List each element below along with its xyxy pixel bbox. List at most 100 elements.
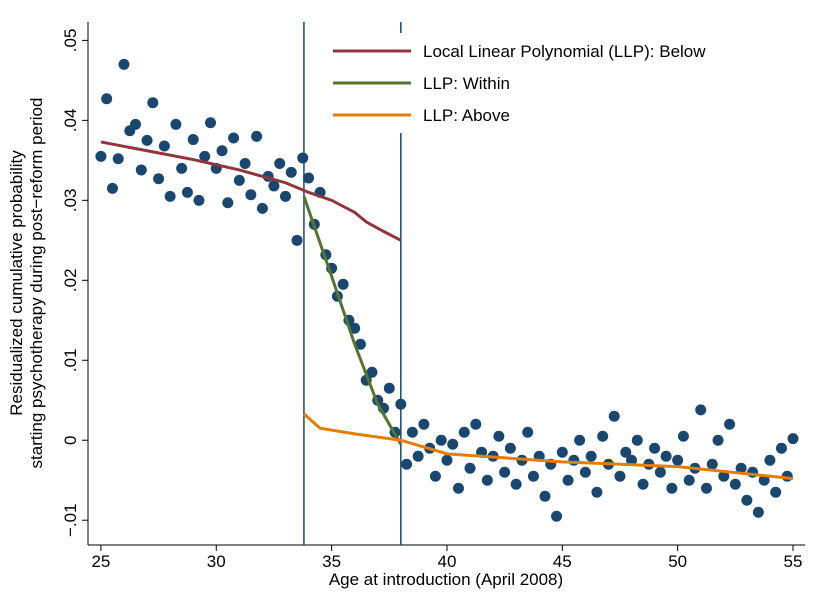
scatter-point (303, 172, 315, 184)
scatter-point (130, 118, 142, 130)
scatter-point (504, 442, 516, 454)
y-tick-label: .05 (61, 29, 80, 53)
scatter-point (666, 482, 678, 494)
scatter-point (251, 130, 263, 142)
scatter-point (153, 173, 165, 185)
scatter-point (164, 190, 176, 202)
scatter-point (712, 434, 724, 446)
y-axis-title: Residualized cumulative probability (7, 150, 26, 416)
scatter-point (568, 454, 580, 466)
scatter-point (683, 474, 695, 486)
x-tick-label: 45 (553, 552, 572, 571)
scatter-point (631, 434, 643, 446)
y-tick-label: .04 (61, 109, 80, 133)
scatter-point (135, 164, 147, 176)
scatter-point (458, 426, 470, 438)
scatter-point (493, 430, 505, 442)
scatter-point (418, 418, 430, 430)
scatter-point (447, 438, 459, 450)
scatter-point (216, 145, 228, 157)
y-tick-label: 0 (61, 436, 80, 445)
scatter-point (176, 162, 188, 174)
scatter-point (441, 454, 453, 466)
scatter-point (406, 426, 418, 438)
y-tick-label: −.01 (61, 503, 80, 537)
scatter-point (562, 474, 574, 486)
scatter-point (279, 190, 291, 202)
scatter-point (337, 278, 349, 290)
scatter-point (464, 462, 476, 474)
scatter-point (239, 158, 251, 170)
scatter-point (551, 510, 563, 522)
scatter-point (660, 450, 672, 462)
scatter-point (597, 430, 609, 442)
scatter-point (268, 180, 280, 192)
scatter-point (147, 97, 159, 109)
scatter-point (718, 470, 730, 482)
y-tick-label: .01 (61, 348, 80, 372)
scatter-point (626, 454, 638, 466)
scatter-point (556, 446, 568, 458)
scatter-point (695, 404, 707, 416)
scatter-point (349, 322, 361, 334)
scatter-point (383, 382, 395, 394)
x-tick-label: 30 (207, 552, 226, 571)
scatter-point (758, 474, 770, 486)
scatter-point (620, 446, 632, 458)
scatter-point (527, 470, 539, 482)
scatter-point (499, 466, 511, 478)
scatter-point (401, 458, 413, 470)
scatter-point (637, 478, 649, 490)
scatter-point (395, 398, 407, 410)
x-axis-title: Age at introduction (April 2008) (329, 570, 563, 589)
scatter-point (118, 58, 130, 70)
scatter-point (170, 118, 182, 130)
scatter-point (452, 482, 464, 494)
scatter-point (579, 466, 591, 478)
scatter-point (724, 418, 736, 430)
scatter-point (649, 442, 661, 454)
y-tick-label: .02 (61, 268, 80, 292)
line-series (100, 140, 402, 242)
y-axis-title: starting psychotherapy during post−refor… (27, 98, 46, 469)
scatter-point (187, 134, 199, 146)
scatter-point (787, 433, 799, 445)
scatter-point (274, 158, 286, 170)
scatter-point (285, 166, 297, 178)
scatter-point (233, 174, 245, 186)
scatter-point (95, 150, 107, 162)
scatter-point (672, 454, 684, 466)
scatter-point (204, 117, 216, 129)
x-tick-label: 25 (91, 552, 110, 571)
scatter-point (181, 186, 193, 198)
scatter-point (199, 150, 211, 162)
scatter-point (752, 506, 764, 518)
scatter-point (435, 434, 447, 446)
scatter-point (775, 442, 787, 454)
scatter-point (158, 140, 170, 152)
scatter-point (706, 458, 718, 470)
scatter-point (741, 494, 753, 506)
x-tick-label: 50 (668, 552, 687, 571)
scatter-point (112, 153, 124, 165)
scatter-point (764, 454, 776, 466)
legend-label: LLP: Within (423, 74, 510, 93)
scatter-point (222, 197, 234, 209)
scatter-point (770, 486, 782, 498)
scatter-point (510, 478, 522, 490)
scatter-point (297, 152, 309, 164)
x-tick-label: 55 (784, 552, 803, 571)
scatter-point (412, 450, 424, 462)
line-series (302, 195, 403, 445)
scatter-point (539, 490, 551, 502)
scatter-point (574, 434, 586, 446)
legend-label: LLP: Above (423, 106, 510, 125)
scatter-point (141, 134, 153, 146)
scatter-point (101, 93, 113, 105)
scatter-point (729, 478, 741, 490)
scatter-point (481, 474, 493, 486)
scatter-point (291, 234, 303, 246)
scatter-point (591, 486, 603, 498)
scatter-point (193, 194, 205, 206)
